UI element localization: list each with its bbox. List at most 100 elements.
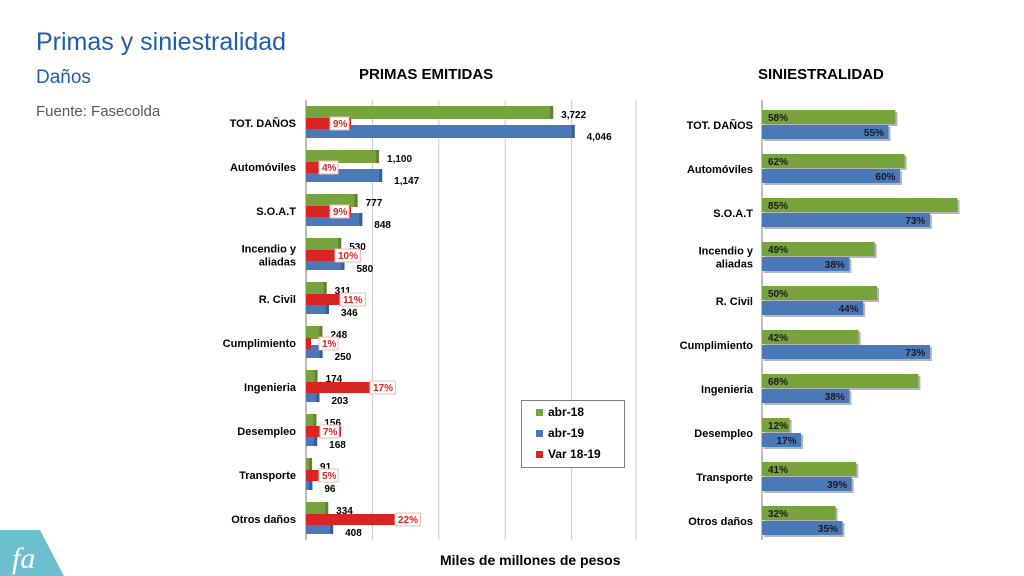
primas-label-var: 7% <box>323 427 338 438</box>
siniestralidad-category-label: Incendio y <box>699 246 754 258</box>
siniestralidad-label-abr-18: 62% <box>768 157 788 168</box>
siniestralidad-bar-abr-18 <box>762 506 836 520</box>
primas-label-var: 1% <box>322 339 337 350</box>
primas-bar-abr-18 <box>306 238 342 251</box>
siniestralidad-chart-title: SINIESTRALIDAD <box>758 66 884 83</box>
primas-category-label: Otros daños <box>231 514 296 526</box>
primas-bar-abr-18 <box>306 502 329 515</box>
primas-category-label: Desempleo <box>237 426 296 438</box>
siniestralidad-bar-abr-18 <box>762 462 857 476</box>
primas-label-abr-19: 408 <box>345 528 362 539</box>
primas-label-abr-18: 334 <box>336 506 353 517</box>
primas-label-var: 9% <box>333 207 348 218</box>
primas-bar-abr-18-edge <box>338 238 342 251</box>
primas-label-var: 5% <box>322 471 337 482</box>
legend-swatch-red <box>536 450 543 458</box>
primas-bar-abr-18 <box>306 414 317 427</box>
primas-label-abr-18: 156 <box>324 418 341 429</box>
primas-bar-abr-19-edge <box>571 125 575 138</box>
primas-bar-abr-19-edge <box>330 521 334 534</box>
primas-bar-abr-19 <box>306 125 575 138</box>
siniestralidad-bar-abr-19 <box>762 345 930 359</box>
siniestralidad-bar-abr-18 <box>762 198 958 212</box>
siniestralidad-bar-abr-19 <box>762 257 850 271</box>
siniestralidad-label-abr-18: 85% <box>768 201 788 212</box>
legend-swatch-green <box>536 408 543 416</box>
primas-category-label: R. Civil <box>259 294 296 306</box>
primas-label-abr-18: 248 <box>330 330 347 341</box>
legend-swatch-blue <box>536 429 543 437</box>
primas-label-abr-19: 203 <box>331 396 348 407</box>
primas-var-label-box <box>329 204 350 219</box>
primas-bar-abr-18 <box>306 282 327 295</box>
primas-var-label-box <box>339 292 366 307</box>
primas-label-var: 10% <box>338 251 358 262</box>
legend-label-var: Var 18-19 <box>548 447 601 461</box>
source-note: Fuente: Fasecolda <box>36 103 161 120</box>
siniestralidad-category-label: Desempleo <box>694 428 753 440</box>
primas-bar-abr-19-edge <box>314 433 318 446</box>
primas-bar-abr-18 <box>306 106 554 119</box>
primas-category-label: Transporte <box>239 470 296 482</box>
siniestralidad-category-label: Automóviles <box>687 164 753 176</box>
siniestralidad-label-abr-18: 49% <box>768 245 788 256</box>
primas-label-abr-19: 848 <box>374 220 391 231</box>
siniestralidad-label-abr-19: 60% <box>875 172 895 183</box>
siniestralidad-category-label: S.O.A.T <box>713 208 753 220</box>
primas-category-label: Automóviles <box>230 162 296 174</box>
siniestralidad-label-abr-18: 50% <box>768 289 788 300</box>
primas-category-label: Ingenieria <box>244 382 297 394</box>
primas-bar-abr-18-edge <box>354 194 358 207</box>
siniestralidad-category-label: aliadas <box>716 259 753 271</box>
siniestralidad-label-abr-19: 73% <box>905 216 925 227</box>
primas-chart-title: PRIMAS EMITIDAS <box>359 66 494 83</box>
primas-var-label-box <box>394 512 421 527</box>
siniestralidad-bar-abr-19 <box>762 389 850 403</box>
primas-bar-abr-19 <box>306 433 318 446</box>
primas-label-var: 11% <box>343 295 363 306</box>
siniestralidad-label-abr-18: 41% <box>768 465 788 476</box>
legend-item-var: Var 18-19 <box>536 446 601 462</box>
primas-label-abr-19: 250 <box>335 352 352 363</box>
primas-var-label-box <box>329 116 350 131</box>
legend-item-abr-19: abr-19 <box>536 425 584 441</box>
legend-item-abr-18: abr-18 <box>536 404 584 420</box>
primas-label-var: 22% <box>398 515 418 526</box>
primas-label-abr-18: 311 <box>335 286 352 297</box>
siniestralidad-label-abr-19: 38% <box>825 260 845 271</box>
siniestralidad-bar-abr-18 <box>762 286 877 300</box>
primas-label-abr-18: 777 <box>366 198 383 209</box>
primas-bar-abr-18-edge <box>376 150 380 163</box>
siniestralidad-label-abr-18: 12% <box>768 421 788 432</box>
siniestralidad-bar-abr-18 <box>762 374 919 388</box>
siniestralidad-label-abr-19: 39% <box>827 480 847 491</box>
primas-bar-abr-18-edge <box>325 502 329 515</box>
siniestralidad-label-abr-19: 35% <box>818 524 838 535</box>
siniestralidad-label-abr-18: 58% <box>768 113 788 124</box>
primas-label-abr-18: 3,722 <box>561 110 586 121</box>
primas-var-label-box <box>318 468 339 483</box>
primas-label-var: 9% <box>333 119 348 130</box>
siniestralidad-label-abr-19: 17% <box>777 436 797 447</box>
primas-var-label-box <box>369 380 396 395</box>
primas-var-label-box <box>318 160 339 175</box>
primas-bar-abr-19-edge <box>309 477 313 490</box>
primas-label-abr-18: 1,100 <box>387 154 412 165</box>
primas-bar-var <box>306 338 311 349</box>
primas-bar-abr-18-edge <box>309 458 313 471</box>
primas-x-axis-label: Miles de millones de pesos <box>440 552 621 568</box>
primas-bar-abr-18 <box>306 326 323 339</box>
primas-var-label-box <box>318 336 339 351</box>
siniestralidad-bar-abr-19 <box>762 521 843 535</box>
primas-bar-abr-19-edge <box>341 257 345 270</box>
primas-bar-abr-18 <box>306 370 318 383</box>
primas-category-label: S.O.A.T <box>256 206 296 218</box>
siniestralidad-label-abr-19: 44% <box>839 304 859 315</box>
siniestralidad-category-label: Ingenieria <box>701 384 754 396</box>
primas-bar-abr-19 <box>306 477 313 490</box>
primas-bar-abr-18-edge <box>323 282 327 295</box>
primas-label-abr-19: 346 <box>341 308 358 319</box>
primas-bar-abr-18 <box>306 458 313 471</box>
siniestralidad-category-label: Otros daños <box>688 516 753 528</box>
